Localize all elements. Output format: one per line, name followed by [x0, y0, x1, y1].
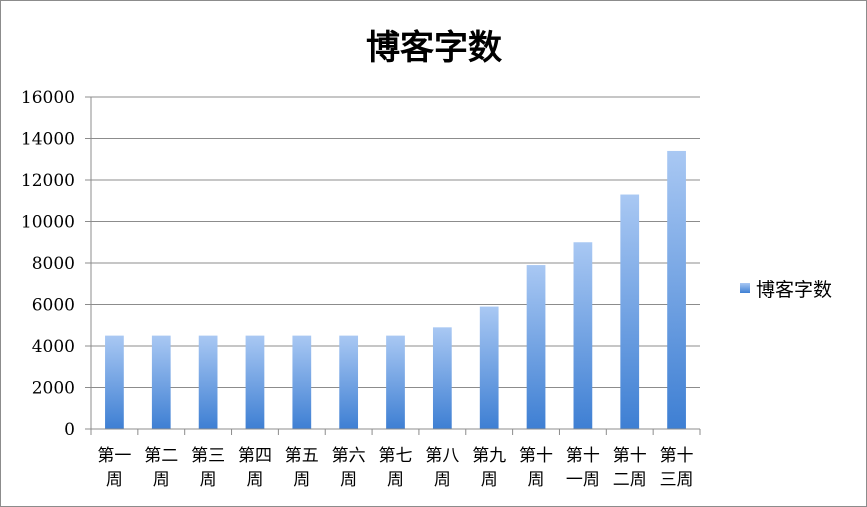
x-tick-label: 第六周	[332, 446, 366, 490]
gridlines	[85, 96, 700, 430]
legend: 博客字数	[740, 279, 832, 301]
bar	[151, 335, 171, 429]
chart-title: 博客字数	[366, 28, 502, 68]
y-tick-label: 0	[64, 420, 75, 440]
y-tick-label: 14000	[21, 130, 75, 150]
bar	[198, 335, 218, 429]
x-tick-label: 第十周	[519, 446, 553, 490]
x-tick-label: 第一周	[97, 446, 131, 490]
x-tick-label: 第二周	[144, 446, 178, 490]
x-tick-label: 第八周	[425, 446, 459, 490]
x-tick-label: 第三周	[191, 446, 225, 490]
x-tick-label: 第十二周	[613, 446, 647, 490]
y-tick-label: 10000	[21, 213, 75, 233]
y-axis-tick-labels: 0 2000 4000 6000 8000 10000 12000 14000 16000	[21, 88, 75, 440]
axes	[90, 97, 701, 435]
y-tick-label: 4000	[32, 337, 75, 357]
x-tick-label: 第九周	[472, 446, 506, 490]
x-tick-label: 第五周	[285, 446, 319, 490]
y-tick-label: 2000	[32, 379, 75, 399]
legend-swatch	[740, 283, 750, 293]
bars	[105, 150, 686, 429]
y-tick-label: 6000	[32, 296, 75, 316]
y-tick-label: 8000	[32, 254, 75, 274]
x-tick-label: 第七周	[379, 446, 413, 490]
x-tick-label: 第十三周	[660, 446, 694, 490]
y-tick-label: 16000	[21, 88, 75, 108]
bar	[526, 265, 546, 429]
bar	[432, 327, 452, 429]
y-tick-label: 12000	[21, 171, 75, 191]
legend-label: 博客字数	[756, 279, 832, 301]
bar	[573, 242, 593, 429]
x-axis-tick-labels: 第一周第二周第三周第四周第五周第六周第七周第八周第九周第十周第十一周第十二周第十…	[97, 446, 693, 490]
bar	[479, 306, 499, 429]
bar	[245, 335, 265, 429]
bar	[667, 150, 686, 429]
bar	[620, 194, 640, 429]
bar	[292, 335, 312, 429]
bar	[339, 335, 359, 429]
bar	[386, 335, 405, 429]
x-tick-label: 第十一周	[566, 446, 600, 490]
bar	[105, 335, 124, 429]
x-tick-label: 第四周	[238, 446, 272, 490]
